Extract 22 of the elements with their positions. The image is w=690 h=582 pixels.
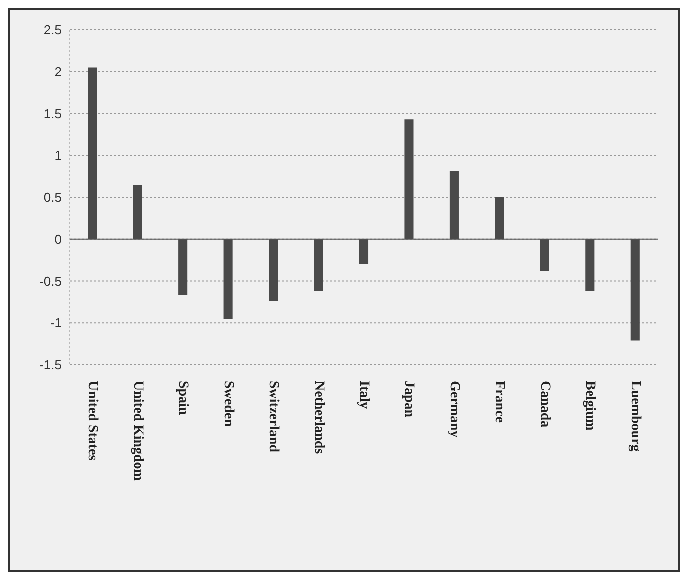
x-tick-label: Italy: [356, 381, 372, 409]
y-tick-label: 2.5: [44, 22, 62, 38]
x-tick-label: Sweden: [220, 381, 236, 428]
x-tick-label: Netherlands: [311, 381, 326, 455]
y-tick-label: 1: [54, 148, 62, 164]
x-tick-label: Japan: [402, 381, 417, 418]
x-tick-label: United Kingdom: [130, 381, 146, 482]
x-tick-label: Spain: [176, 381, 191, 416]
x-tick-label: Belgium: [582, 381, 598, 432]
y-tick-label: 2: [54, 64, 62, 80]
y-tick-label: -1.5: [40, 358, 62, 373]
x-tick-label: Luembourg: [628, 381, 643, 452]
x-tick-label: Canada: [537, 381, 552, 428]
y-tick-label: -0.5: [40, 274, 62, 289]
x-tick-label: United States: [85, 381, 100, 462]
x-tick-label: Germany: [446, 381, 462, 438]
x-tick-label: France: [492, 381, 508, 423]
y-tick-label: 0: [54, 232, 62, 247]
y-tick-label: 0.5: [44, 190, 62, 206]
y-tick-label: -1: [50, 316, 62, 331]
y-tick-label: 1.5: [44, 106, 62, 122]
x-tick-label: Switzerland: [266, 381, 282, 453]
